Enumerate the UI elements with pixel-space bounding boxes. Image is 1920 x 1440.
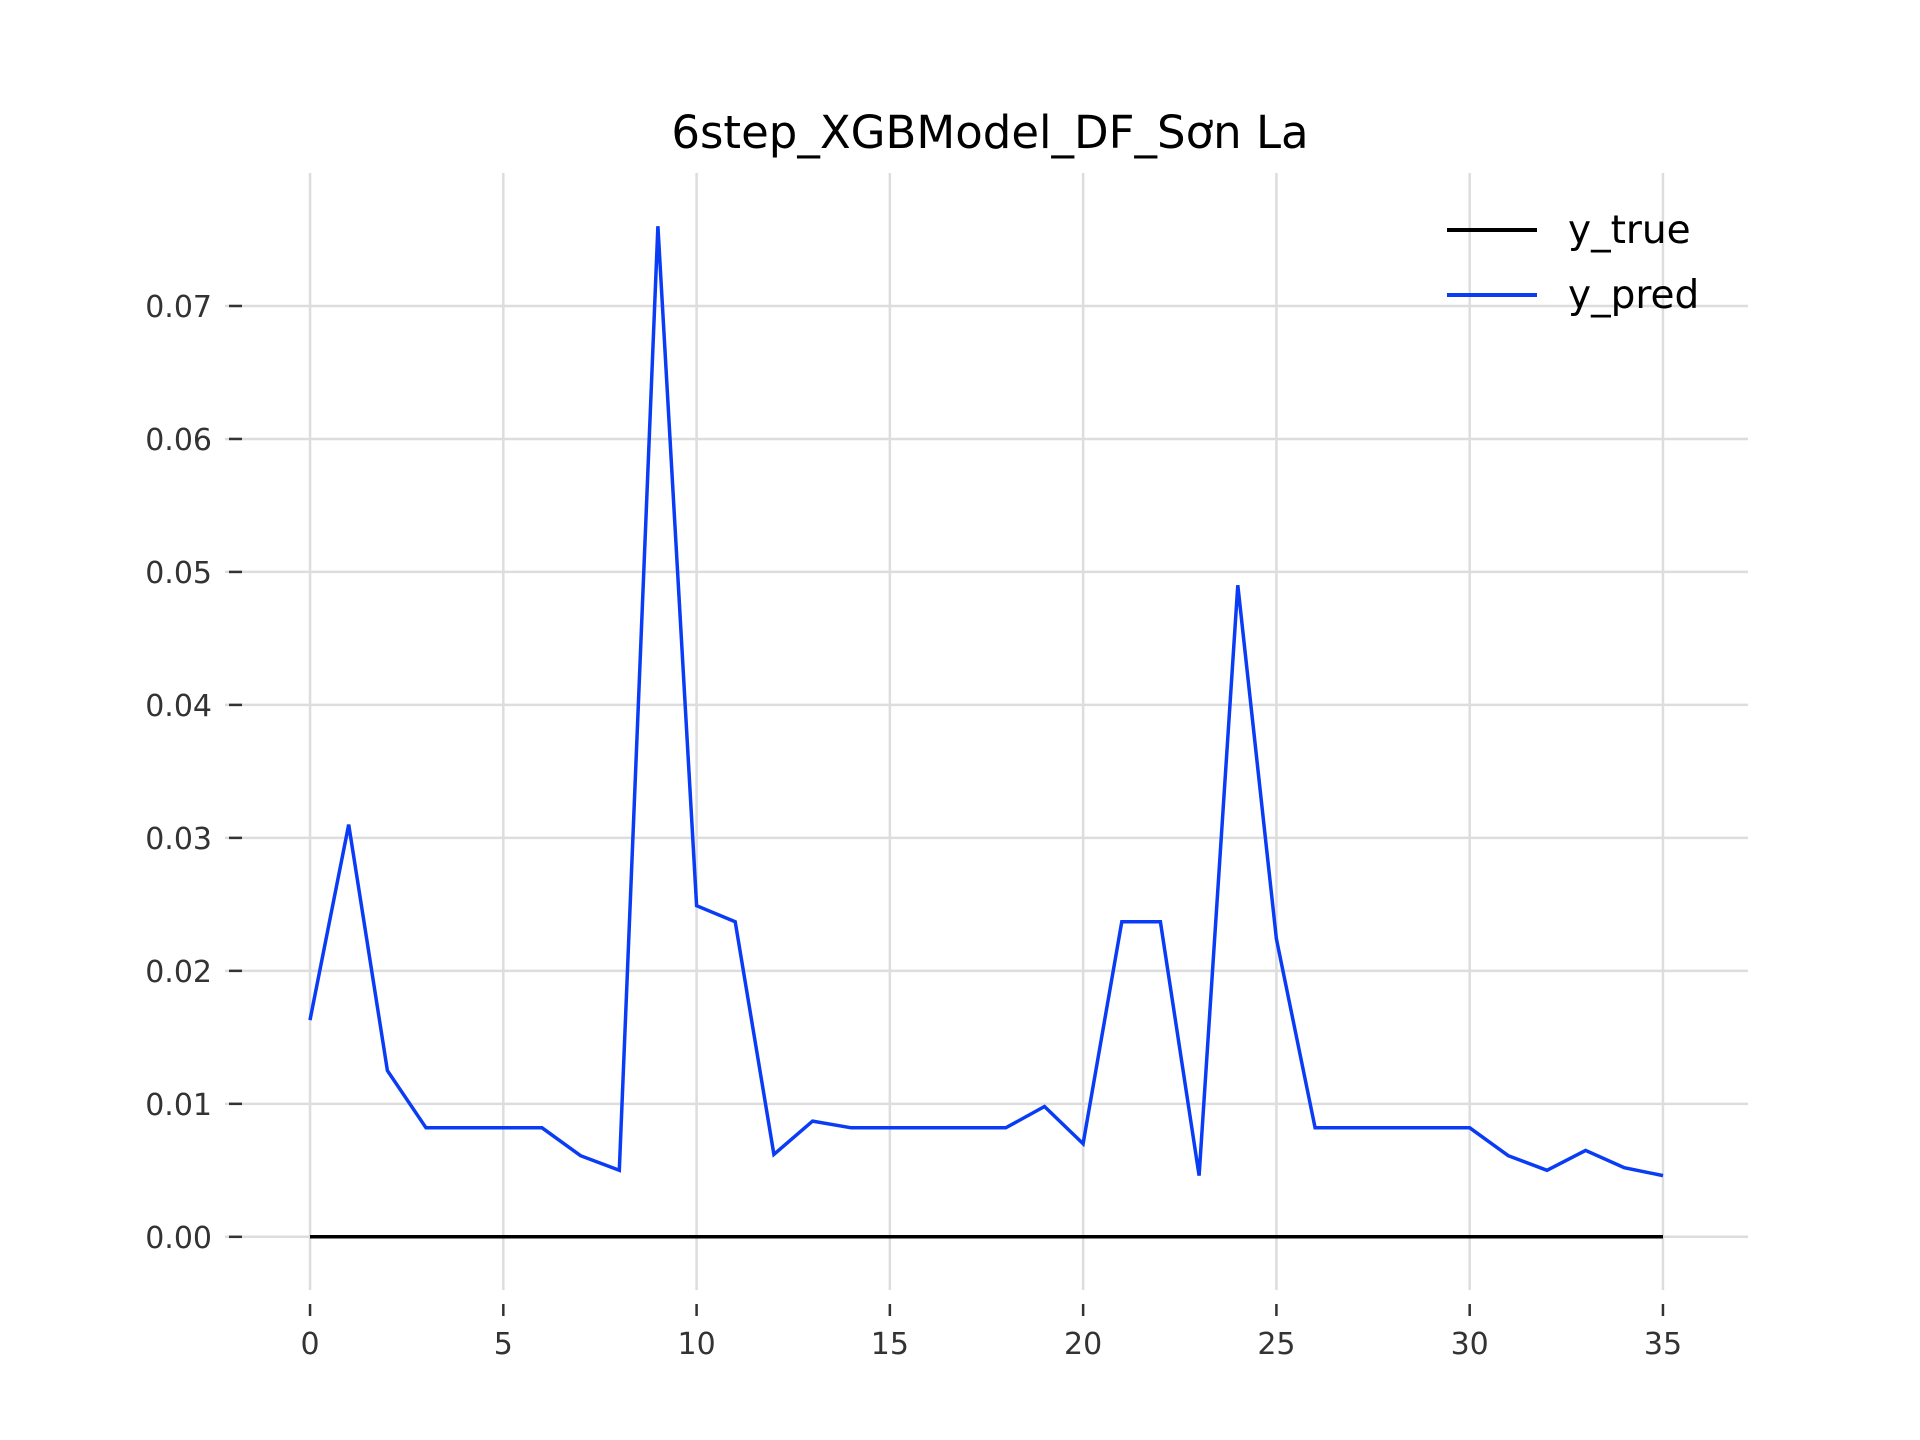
x-tick-label: 15 bbox=[871, 1327, 909, 1362]
y-axis: 0.00 0.01 0.02 0.03 0.04 0.05 0.06 0.07 bbox=[145, 290, 242, 1256]
x-tick-label: 0 bbox=[300, 1327, 319, 1362]
y-tick-label: 0.00 bbox=[145, 1221, 212, 1256]
x-tick-label: 10 bbox=[677, 1327, 715, 1362]
y-tick-label: 0.01 bbox=[145, 1088, 212, 1123]
legend-label-y_pred: y_pred bbox=[1568, 273, 1699, 318]
y-tick-label: 0.03 bbox=[145, 822, 212, 857]
y-tick-label: 0.02 bbox=[145, 955, 212, 990]
grid-lines bbox=[225, 173, 1748, 1290]
legend: y_true y_pred bbox=[1447, 208, 1699, 318]
y-tick-label: 0.06 bbox=[145, 423, 212, 458]
y-tick-label: 0.05 bbox=[145, 556, 212, 591]
x-tick-label: 20 bbox=[1064, 1327, 1102, 1362]
x-tick-label: 25 bbox=[1257, 1327, 1295, 1362]
x-tick-label: 30 bbox=[1451, 1327, 1489, 1362]
x-axis: 0 5 10 15 20 25 30 35 bbox=[300, 1304, 1682, 1362]
x-tick-label: 5 bbox=[494, 1327, 513, 1362]
series-line-y_pred bbox=[308, 226, 1664, 1178]
x-tick-label: 35 bbox=[1644, 1327, 1682, 1362]
series-lines bbox=[308, 226, 1664, 1239]
chart-title: 6step_XGBModel_DF_Sơn La bbox=[671, 106, 1308, 159]
y-tick-label: 0.04 bbox=[145, 689, 212, 724]
y-tick-label: 0.07 bbox=[145, 290, 212, 325]
legend-label-y_true: y_true bbox=[1568, 208, 1691, 253]
